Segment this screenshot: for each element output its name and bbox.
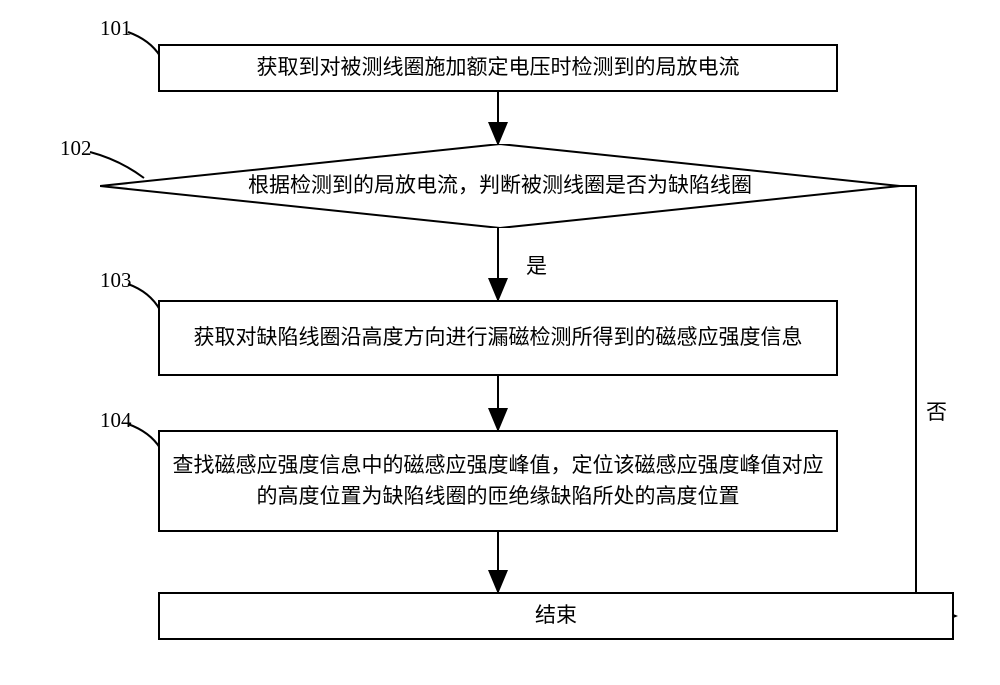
step-101-text: 获取到对被测线圈施加额定电压时检测到的局放电流 [257, 52, 740, 84]
label-101: 101 [100, 16, 132, 41]
leader-103 [128, 284, 160, 310]
step-101: 获取到对被测线圈施加额定电压时检测到的局放电流 [158, 44, 838, 92]
leader-101 [128, 32, 160, 56]
leader-104 [128, 424, 160, 448]
step-end-text: 结束 [535, 600, 577, 632]
label-no: 否 [926, 396, 947, 426]
decision-102-text: 根据检测到的局放电流，判断被测线圈是否为缺陷线圈 [248, 170, 752, 202]
label-103: 103 [100, 268, 132, 293]
step-104: 查找磁感应强度信息中的磁感应强度峰值，定位该磁感应强度峰值对应的高度位置为缺陷线… [158, 430, 838, 532]
step-104-text: 查找磁感应强度信息中的磁感应强度峰值，定位该磁感应强度峰值对应的高度位置为缺陷线… [170, 450, 826, 513]
step-end: 结束 [158, 592, 954, 640]
decision-102: 根据检测到的局放电流，判断被测线圈是否为缺陷线圈 [100, 144, 900, 228]
label-yes: 是 [526, 250, 547, 280]
label-104: 104 [100, 408, 132, 433]
label-102: 102 [60, 136, 92, 161]
step-103-text: 获取对缺陷线圈沿高度方向进行漏磁检测所得到的磁感应强度信息 [194, 322, 803, 354]
edge-no-branch [900, 186, 916, 616]
step-103: 获取对缺陷线圈沿高度方向进行漏磁检测所得到的磁感应强度信息 [158, 300, 838, 376]
flowchart-canvas: 获取到对被测线圈施加额定电压时检测到的局放电流 根据检测到的局放电流，判断被测线… [0, 0, 1000, 685]
